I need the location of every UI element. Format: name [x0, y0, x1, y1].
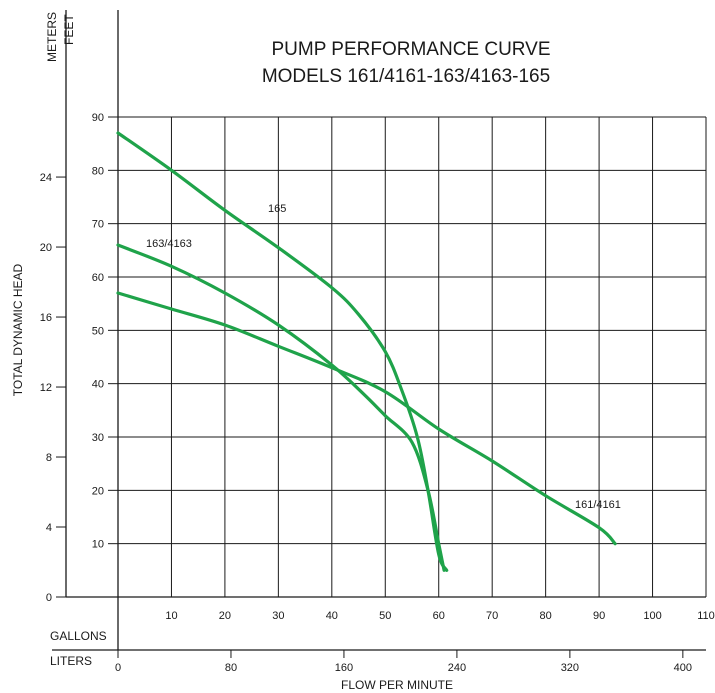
x-tick-gallons-110: 110	[697, 610, 715, 622]
meters-unit-label: METERS	[45, 12, 59, 62]
x-tick-liters-400: 400	[674, 662, 692, 674]
y-tick-feet-90: 90	[92, 112, 104, 124]
y-tick-feet-80: 80	[92, 165, 104, 177]
series-lines	[116, 131, 617, 572]
series-163-4163-line	[116, 243, 446, 572]
x-tick-liters-240: 240	[448, 662, 466, 674]
tick-labels: 10 20 30 40 50 60 70 80 90 100 1101020304050607080…	[40, 112, 715, 674]
y-tick-feet-30: 30	[92, 432, 104, 444]
y-axis-title: TOTAL DYNAMIC HEAD	[11, 263, 25, 396]
series-161-4161-line	[116, 291, 617, 546]
x-tick-gallons-20: 20	[219, 610, 231, 622]
x-tick-gallons-30: 30	[272, 610, 284, 622]
chart-title-line-2: MODELS 161/4161-163/4163-165	[262, 66, 550, 87]
x-tick-gallons-100: 100	[643, 610, 661, 622]
grid-lines	[118, 116, 707, 597]
y-tick-feet-50: 50	[92, 325, 104, 337]
series-labels: 165 163/4163 161/4161	[146, 203, 621, 511]
x-tick-liters-320: 320	[561, 662, 579, 674]
x-tick-gallons-60: 60	[433, 610, 445, 622]
y-tick-feet-10: 10	[92, 539, 104, 551]
liters-unit-label: LITERS	[50, 654, 92, 668]
x-tick-gallons-50: 50	[379, 610, 391, 622]
x-tick-liters-160: 160	[335, 662, 353, 674]
y-tick-meters-0: 0	[46, 592, 52, 604]
x-tick-liters-0: 0	[115, 662, 121, 674]
x-tick-gallons-90: 90	[593, 610, 605, 622]
x-tick-gallons-10: 10	[165, 610, 177, 622]
chart-title-line-1: PUMP PERFORMANCE CURVE	[271, 39, 550, 60]
y-tick-feet-70: 70	[92, 219, 104, 231]
y-tick-meters-16: 16	[40, 312, 52, 324]
series-label-163-4163: 163/4163	[146, 238, 192, 250]
series-165-line	[116, 131, 449, 572]
x-tick-gallons-40: 40	[326, 610, 338, 622]
series-label-165: 165	[268, 203, 286, 215]
y-tick-meters-8: 8	[46, 452, 52, 464]
feet-unit-label: FEET	[62, 14, 76, 45]
y-tick-feet-60: 60	[92, 272, 104, 284]
y-tick-feet-20: 20	[92, 485, 104, 497]
x-tick-liters-80: 80	[225, 662, 237, 674]
x-tick-gallons-70: 70	[486, 610, 498, 622]
series-label-161-4161: 161/4161	[575, 499, 621, 511]
x-axis-title: FLOW PER MINUTE	[341, 678, 453, 692]
gallons-unit-label: GALLONS	[50, 629, 107, 643]
y-tick-meters-20: 20	[40, 242, 52, 254]
y-tick-feet-40: 40	[92, 379, 104, 391]
y-tick-meters-24: 24	[40, 172, 52, 184]
x-tick-gallons-80: 80	[540, 610, 552, 622]
y-tick-meters-4: 4	[46, 522, 52, 534]
y-tick-meters-12: 12	[40, 382, 52, 394]
